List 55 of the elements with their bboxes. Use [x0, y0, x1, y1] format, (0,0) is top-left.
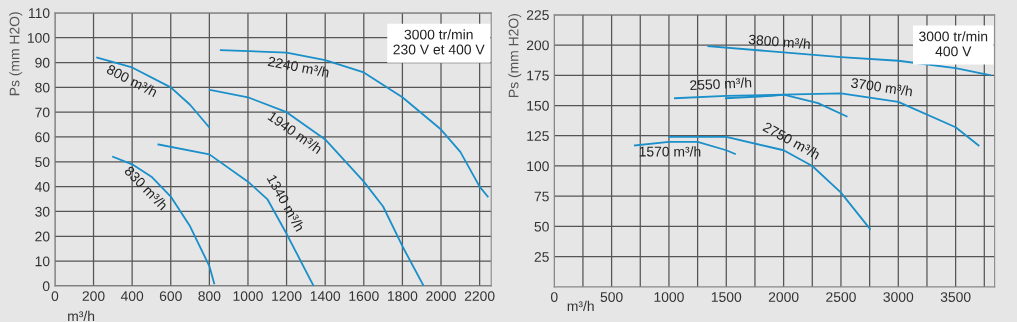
x-tick-label: 200 [82, 291, 105, 301]
y-tick-label: 80 [35, 82, 50, 93]
y-tick-label: 40 [34, 181, 50, 192]
y-tick-label: 150 [527, 100, 549, 111]
x-tick-label: 2000 [768, 292, 799, 302]
x-tick-label: 800 [198, 291, 221, 301]
annotation: 3000 tr/min 400 V [919, 31, 988, 57]
x-tick-label: 0 [51, 291, 59, 301]
x-tick-label: 2200 [464, 291, 495, 301]
x-tick-label: 3500 [940, 292, 971, 302]
x-tick-label: 1200 [272, 291, 302, 301]
x-tick-label: 2500 [826, 292, 856, 302]
y-tick-label: 10 [35, 256, 50, 267]
x-tick-label: 1600 [349, 291, 379, 301]
text: 1340 m³/h [266, 173, 306, 232]
y-tick-label: 60 [35, 132, 50, 143]
y-tick-label: 0 [42, 281, 50, 292]
y-tick-label: 70 [35, 107, 50, 118]
x-axis-title: m³/h [567, 300, 594, 312]
text: 2240 m³/h [267, 55, 330, 78]
y-tick-label: 20 [35, 231, 50, 242]
x-axis-title: m³/h [68, 310, 95, 322]
series-label: 3800 m³/h [748, 34, 811, 50]
annotation: 3000 tr/min 230 V et 400 V [393, 29, 485, 55]
y-tick-label: 100 [27, 33, 50, 43]
y-tick-label: 50 [534, 221, 549, 232]
x-tick-label: 500 [600, 292, 623, 302]
x-tick-label: 400 [120, 291, 144, 301]
y-tick-label: 30 [35, 206, 50, 217]
y-tick-label: 200 [526, 40, 549, 51]
x-tick-label: 1800 [388, 291, 418, 301]
y-axis-title: Ps (mm H2O) [508, 14, 522, 97]
x-tick-label: 1000 [654, 292, 684, 302]
x-tick-label: 1000 [233, 291, 263, 301]
x-tick-label: 2000 [426, 291, 456, 301]
y-tick-label: 125 [527, 131, 549, 141]
y-tick-label: 225 [526, 10, 549, 20]
x-tick-label: 1400 [310, 291, 341, 301]
x-tick-label: 600 [159, 291, 182, 301]
y-tick-label: 25 [534, 252, 549, 262]
text: 2750 m³/h [762, 121, 821, 160]
y-axis-title: Ps (mm H2O) [9, 12, 23, 96]
text: 800 m³/h [105, 63, 159, 98]
text: 3700 m³/h [850, 77, 913, 97]
y-tick-label: 50 [35, 157, 50, 167]
y-tick-label: 100 [527, 161, 549, 172]
x-tick-label: 0 [550, 292, 558, 302]
y-tick-label: 110 [28, 8, 50, 19]
x-tick-label: 1500 [711, 292, 742, 302]
text: 1940 m³/h [267, 110, 323, 155]
y-tick-label: 175 [527, 70, 549, 81]
y-tick-label: 90 [35, 57, 50, 68]
series-label: 2550 m³/h [689, 77, 752, 91]
y-tick-label: 75 [534, 191, 549, 202]
x-tick-label: 3000 [883, 292, 914, 302]
